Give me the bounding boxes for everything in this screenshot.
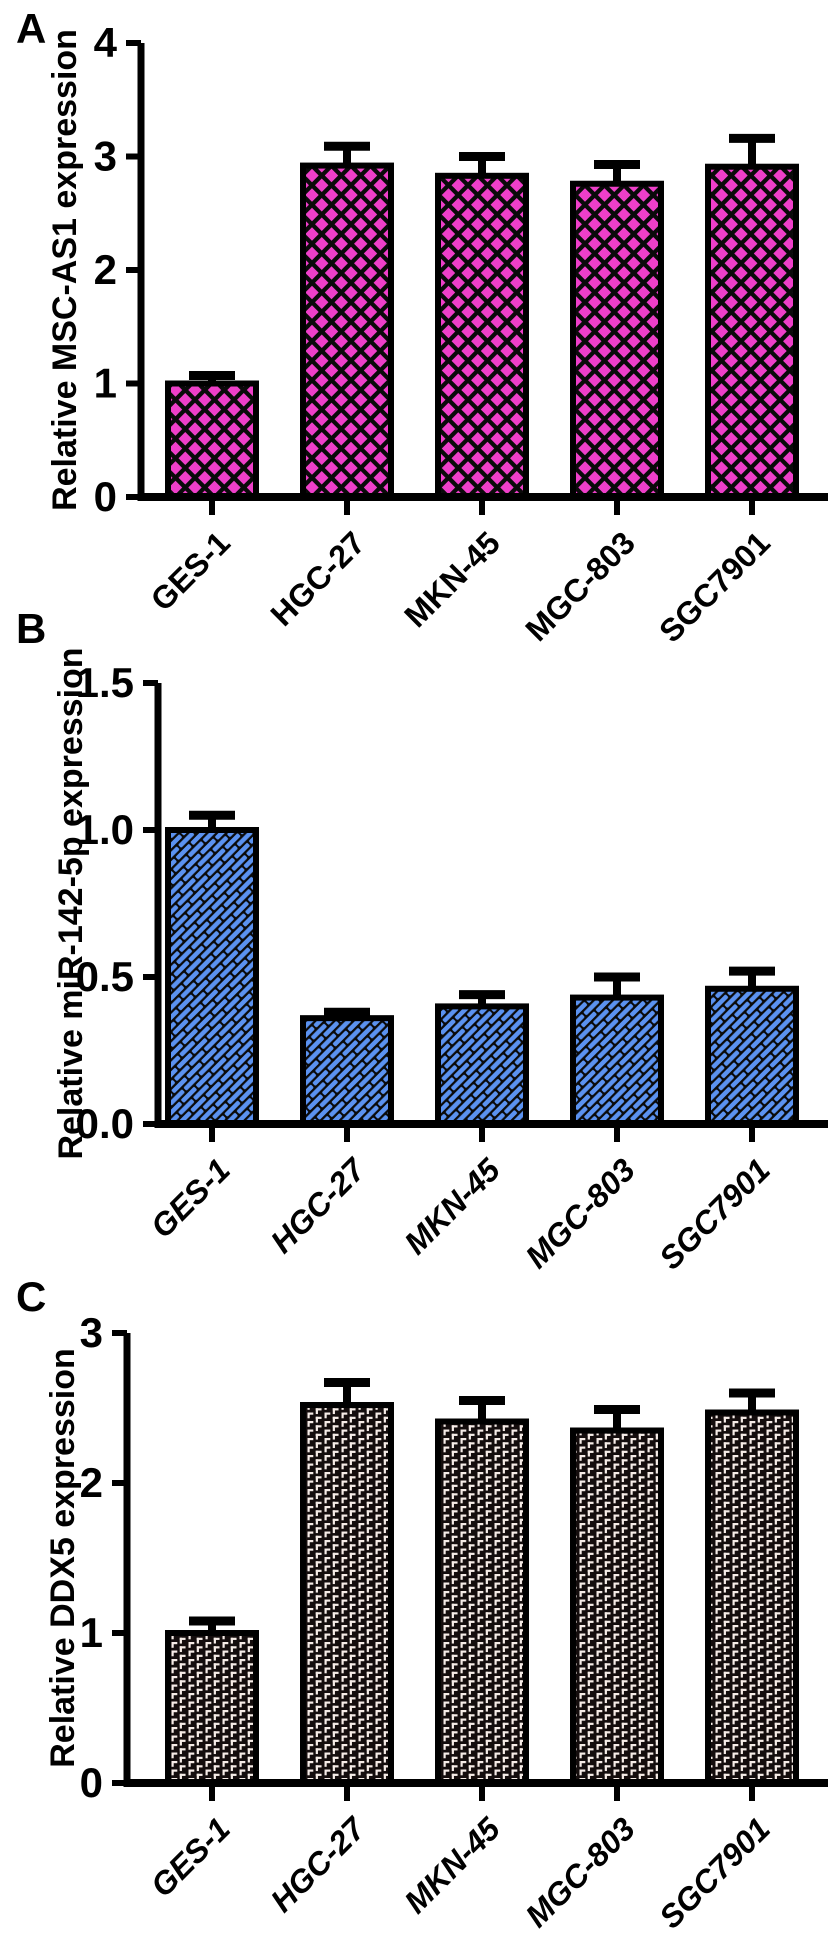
y-tick-label: 1 xyxy=(80,1609,103,1656)
x-category-label: MKN-45 xyxy=(397,1810,508,1921)
x-category-label: MGC-803 xyxy=(518,1151,642,1275)
x-category-label: GES-1 xyxy=(144,1151,237,1244)
panel-b-chart: GES-1 HGC-27 MKN-45 MGC-803 SGC7901 0.0 0.5 1.0… xyxy=(52,647,828,1276)
y-tick-label: 0.0 xyxy=(76,1100,134,1147)
y-axis-title: Relative miR-142-5p expression xyxy=(52,647,90,1159)
y-tick-label: 2 xyxy=(94,246,117,293)
x-category-label: SGC7901 xyxy=(652,1151,777,1276)
x-category-label: MGC-803 xyxy=(518,1810,642,1934)
bar-SGC7901 xyxy=(705,1409,799,1786)
y-tick-label: 3 xyxy=(80,1309,103,1356)
bar-MKN-45 xyxy=(435,1003,529,1128)
panel-c-label: C xyxy=(16,1273,47,1320)
bar-MKN-45 xyxy=(435,172,529,500)
bar-MGC-803 xyxy=(570,180,664,501)
bar-SGC7901 xyxy=(705,163,799,500)
y-tick-label: 0.5 xyxy=(76,953,134,1000)
bar-MGC-803 xyxy=(570,994,664,1128)
x-category-label: SGC7901 xyxy=(652,1810,777,1935)
y-tick-label: 3 xyxy=(94,133,117,180)
y-tick-label: 4 xyxy=(94,19,118,66)
bar-HGC-27 xyxy=(300,1015,394,1127)
y-tick-label: 1 xyxy=(94,360,117,407)
y-tick-label: 0 xyxy=(94,473,117,520)
x-category-label: HGC-27 xyxy=(264,1809,374,1919)
bar-GES-1 xyxy=(165,1630,259,1786)
x-category-label: GES-1 xyxy=(144,1810,237,1903)
bar-HGC-27 xyxy=(300,1402,394,1786)
y-tick-label: 1.0 xyxy=(76,806,134,853)
x-category-label: HGC-27 xyxy=(264,524,372,632)
bar-GES-1 xyxy=(165,827,259,1127)
y-axis-title: Relative DDX5 expression xyxy=(44,1348,82,1768)
y-tick-label: 1.5 xyxy=(76,659,134,706)
x-category-label: SGC7901 xyxy=(652,524,777,649)
panel-a-label: A xyxy=(16,5,47,52)
bar-MKN-45 xyxy=(435,1418,529,1786)
x-category-label: GES-1 xyxy=(144,524,237,617)
y-tick-label: 2 xyxy=(80,1459,103,1506)
bar-HGC-27 xyxy=(300,162,394,501)
x-category-label: HGC-27 xyxy=(264,1150,374,1260)
x-category-label: MKN-45 xyxy=(397,524,507,634)
panel-b-label: B xyxy=(16,605,47,652)
x-category-label: MKN-45 xyxy=(397,1151,508,1262)
panel-c-chart: GES-1 HGC-27 MKN-45 MGC-803 SGC7901 0 1 2 3Relat… xyxy=(44,1309,828,1935)
bar-GES-1 xyxy=(165,380,259,500)
y-tick-label: 0 xyxy=(80,1759,103,1806)
bar-SGC7901 xyxy=(705,985,799,1128)
panel-a-chart: GES-1 HGC-27 MKN-45 MGC-803 SGC7901 0 1 2 3 4 Rela… xyxy=(46,19,828,649)
x-category-label: MGC-803 xyxy=(518,524,642,648)
y-axis-title: Relative MSC-AS1 expression xyxy=(46,29,84,511)
bar-MGC-803 xyxy=(570,1427,664,1786)
